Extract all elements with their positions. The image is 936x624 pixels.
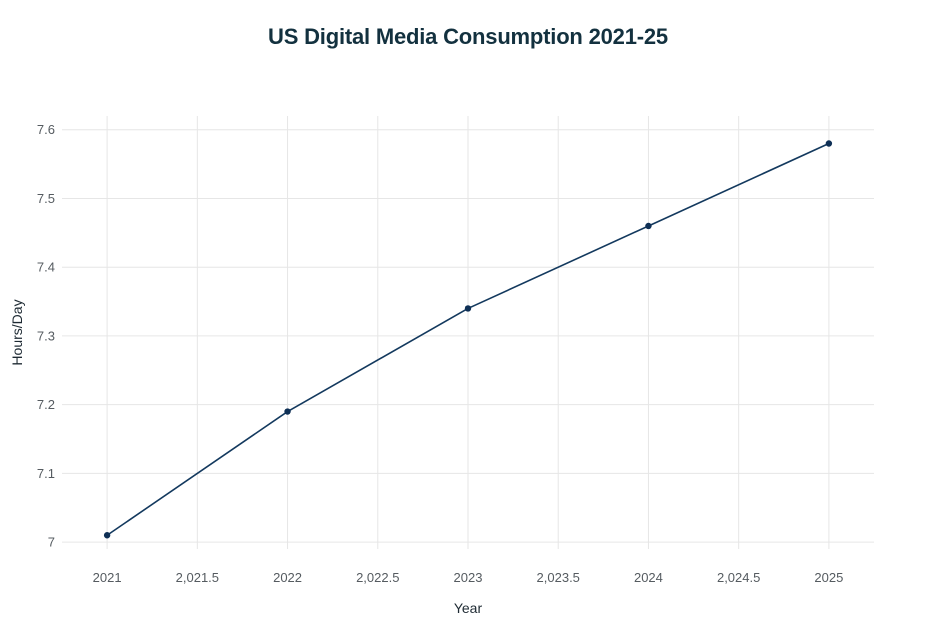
x-tick-label: 2021 <box>93 570 122 585</box>
x-axis-ticks: 2021 2,021.5 2022 2,022.5 2023 2,023.5 2024 2,0… <box>93 570 844 585</box>
x-tick-label: 2023 <box>454 570 483 585</box>
data-point[interactable] <box>645 222 652 230</box>
y-tick-label: 7.4 <box>37 260 55 275</box>
data-point[interactable] <box>464 305 472 312</box>
x-tick-label: 2025 <box>814 570 843 585</box>
y-tick-label: 7.3 <box>37 328 55 343</box>
y-tick-label: 7.5 <box>37 191 55 206</box>
x-tick-label: 2,023.5 <box>537 570 580 585</box>
x-tick-label: 2,024.5 <box>717 570 760 585</box>
data-point[interactable] <box>825 140 833 147</box>
x-tick-label: 2024 <box>634 570 663 585</box>
data-point[interactable] <box>103 532 111 539</box>
x-tick-label: 2022 <box>273 570 302 585</box>
y-tick-label: 7.1 <box>37 466 55 481</box>
x-tick-label: 2,022.5 <box>356 570 399 585</box>
y-tick-label: 7 <box>48 535 55 550</box>
x-axis-title: Year <box>454 600 483 616</box>
y-axis-ticks: 7 7.1 7.2 7.3 7.4 7.5 7.6 <box>37 122 55 549</box>
chart-title: US Digital Media Consumption 2021-25 <box>268 24 668 49</box>
x-tick-label: 2,021.5 <box>176 570 219 585</box>
data-point[interactable] <box>284 408 291 415</box>
y-axis-title: Hours/Day <box>9 299 25 365</box>
grid-lines <box>62 116 874 549</box>
y-tick-label: 7.2 <box>37 397 55 412</box>
y-tick-label: 7.6 <box>37 122 55 137</box>
series-layer <box>103 140 833 539</box>
